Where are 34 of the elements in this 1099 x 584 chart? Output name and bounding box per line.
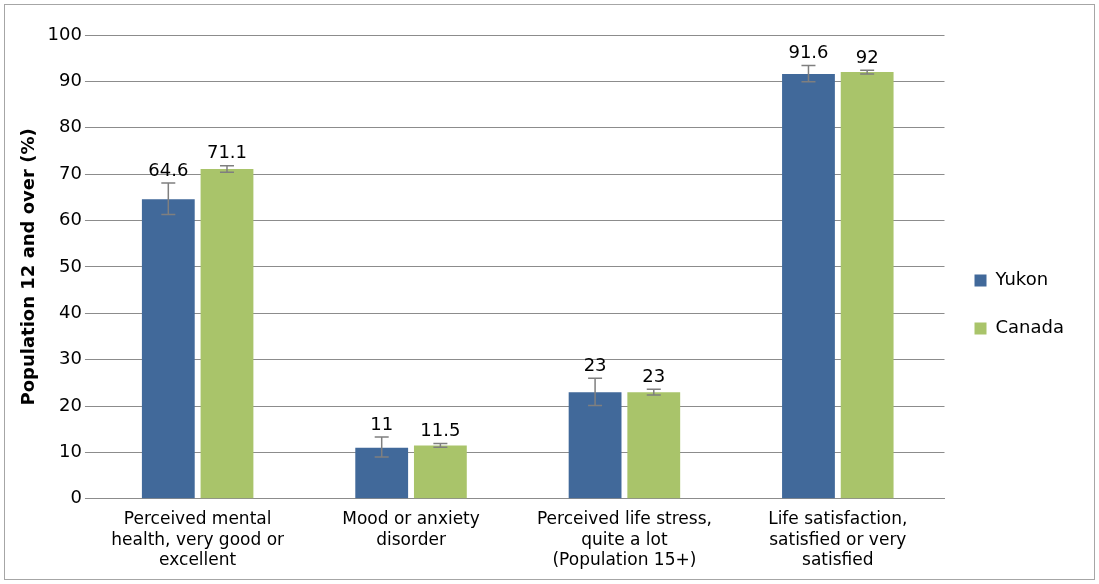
data-label: 91.6 [788, 41, 829, 63]
bar [200, 169, 254, 499]
y-tick-label: 100 [47, 22, 82, 44]
x-tick-label: Perceived life stress, quite a lot (Population 15+) [536, 508, 712, 570]
data-label: 64.6 [148, 158, 189, 180]
x-tick-label: Perceived mental health, very good or excellent [111, 508, 285, 570]
legend-label: Canada [995, 316, 1065, 338]
bar [413, 445, 467, 499]
y-tick-label: 70 [59, 161, 82, 183]
y-tick-label: 0 [70, 486, 82, 508]
y-tick-label: 40 [59, 300, 82, 322]
data-label: 11 [370, 412, 394, 434]
data-label: 92 [855, 45, 879, 67]
y-tick-label: 30 [59, 347, 82, 369]
x-tick-label: Life satisfaction, satisfied or very satisfied [768, 508, 908, 570]
x-tick-label: Mood or anxiety disorder [342, 508, 480, 549]
y-tick-label: 50 [59, 254, 82, 276]
data-label: 23 [583, 353, 607, 375]
y-tick-label: 60 [59, 208, 82, 230]
bar [568, 392, 622, 499]
y-tick-label: 10 [59, 440, 82, 462]
data-label: 23 [642, 365, 666, 387]
bar [782, 73, 835, 499]
y-tick-label: 80 [59, 115, 82, 137]
y-tick-label: 20 [59, 393, 82, 415]
data-label: 71.1 [206, 141, 248, 163]
y-tick-label: 90 [59, 69, 82, 91]
bar [627, 392, 681, 499]
bar [840, 72, 894, 499]
bar [141, 199, 195, 499]
bar [355, 447, 409, 499]
y-axis-title: Population 12 and over (%) [17, 128, 39, 406]
data-label: 11.5 [420, 419, 461, 441]
legend-label: Yukon [994, 268, 1049, 290]
